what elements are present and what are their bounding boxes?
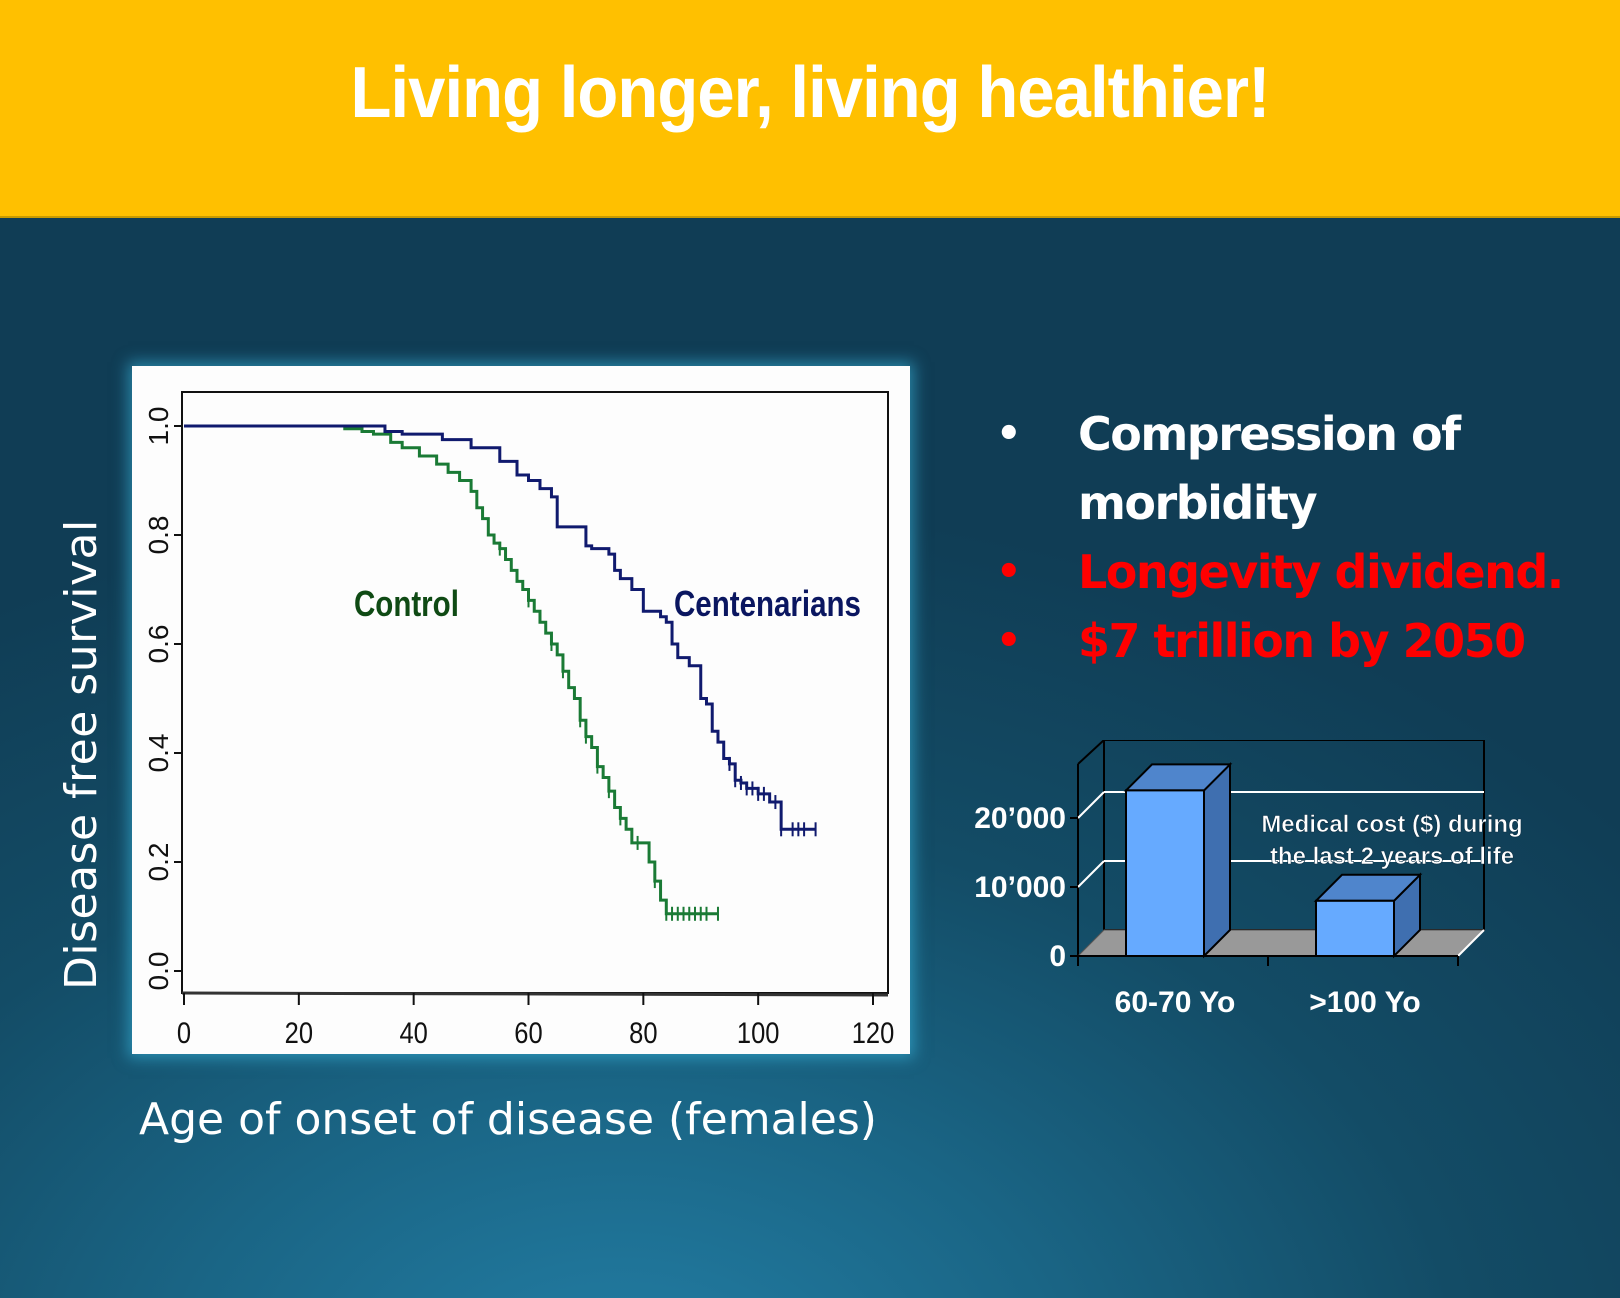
control-series-label: Control [354,583,459,623]
gridline-diagonal [1077,791,1105,819]
bullet-dot-icon: • [996,411,1022,457]
y-tick-label: 0.0 [143,952,174,991]
survival-chart: 0 20 40 60 80 100 120 0.0 0.2 0.4 0.6 0.8 1.0 Contro… [143,391,895,1049]
x-tick-label: 100 [737,1016,780,1049]
x-tick-label: 120 [852,1016,895,1049]
medical-cost-bar-chart: 0 10’000 20’000 Medical cost ($) during th… [974,740,1523,1019]
bullet-longevity-dividend: • Longevity dividend. [992,538,1592,607]
gridline-diagonal [1077,860,1105,888]
title-banner: Living longer, living healthier! [0,0,1620,218]
x-tick-label: 0 [177,1016,191,1049]
bar-front [1315,899,1395,958]
plot-frame [181,391,889,994]
y-tick-label: 1.0 [143,407,174,446]
slide-title: Living longer, living healthier! [350,53,1271,133]
floor-right-edge [1457,929,1485,957]
y-tick-label: 0.6 [143,625,174,664]
bar-side [1203,761,1231,959]
survival-plot-panel: 0 20 40 60 80 100 120 0.0 0.2 0.4 0.6 0.8 1.0 Contro… [132,366,910,1054]
bullet-seven-trillion: • $7 trillion by 2050 [992,607,1592,676]
centenarians-survival-curve [184,424,816,831]
y-tick-label: 0.4 [143,734,174,773]
x-axis-line [181,991,889,997]
x-tick-label: 60 [514,1016,542,1049]
y-tick-label: 10’000 [974,871,1066,904]
bar-front [1125,789,1205,958]
x-tick-label: 40 [399,1016,427,1049]
x-category-label: 60-70 Yo [1115,986,1236,1019]
bullet-dot-icon: • [996,618,1022,664]
x-category-label: >100 Yo [1309,986,1420,1019]
bar-chart-title-line1: Medical cost ($) during [1261,811,1522,838]
bullet-text-line: morbidity [1078,476,1318,530]
bullet-dot-icon: • [996,549,1022,595]
y-tick-label: 20’000 [974,802,1066,835]
centenarians-series-label: Centenarians [674,583,861,623]
bullet-compression-of-morbidity: • Compression of morbidity [992,400,1592,538]
y-tick-label: 0 [1049,940,1066,973]
x-tick-label: 20 [285,1016,313,1049]
bullet-list: • Compression of morbidity • Longevity d… [992,400,1592,676]
bullet-text-line: Compression of [1078,407,1461,461]
bullet-text-line: $7 trillion by 2050 [1078,614,1526,668]
bar-chart-title-line2: the last 2 years of life [1270,843,1514,870]
left-wall-top-edge [1077,740,1105,765]
x-tick-label: 80 [629,1016,657,1049]
bullet-text-line: Longevity dividend. [1078,545,1564,599]
y-tick-label: 0.2 [143,843,174,882]
survival-x-axis-title: Age of onset of disease (females) [139,1094,877,1145]
survival-y-axis-title: Disease free survival [56,519,107,990]
y-tick-label: 0.8 [143,516,174,555]
